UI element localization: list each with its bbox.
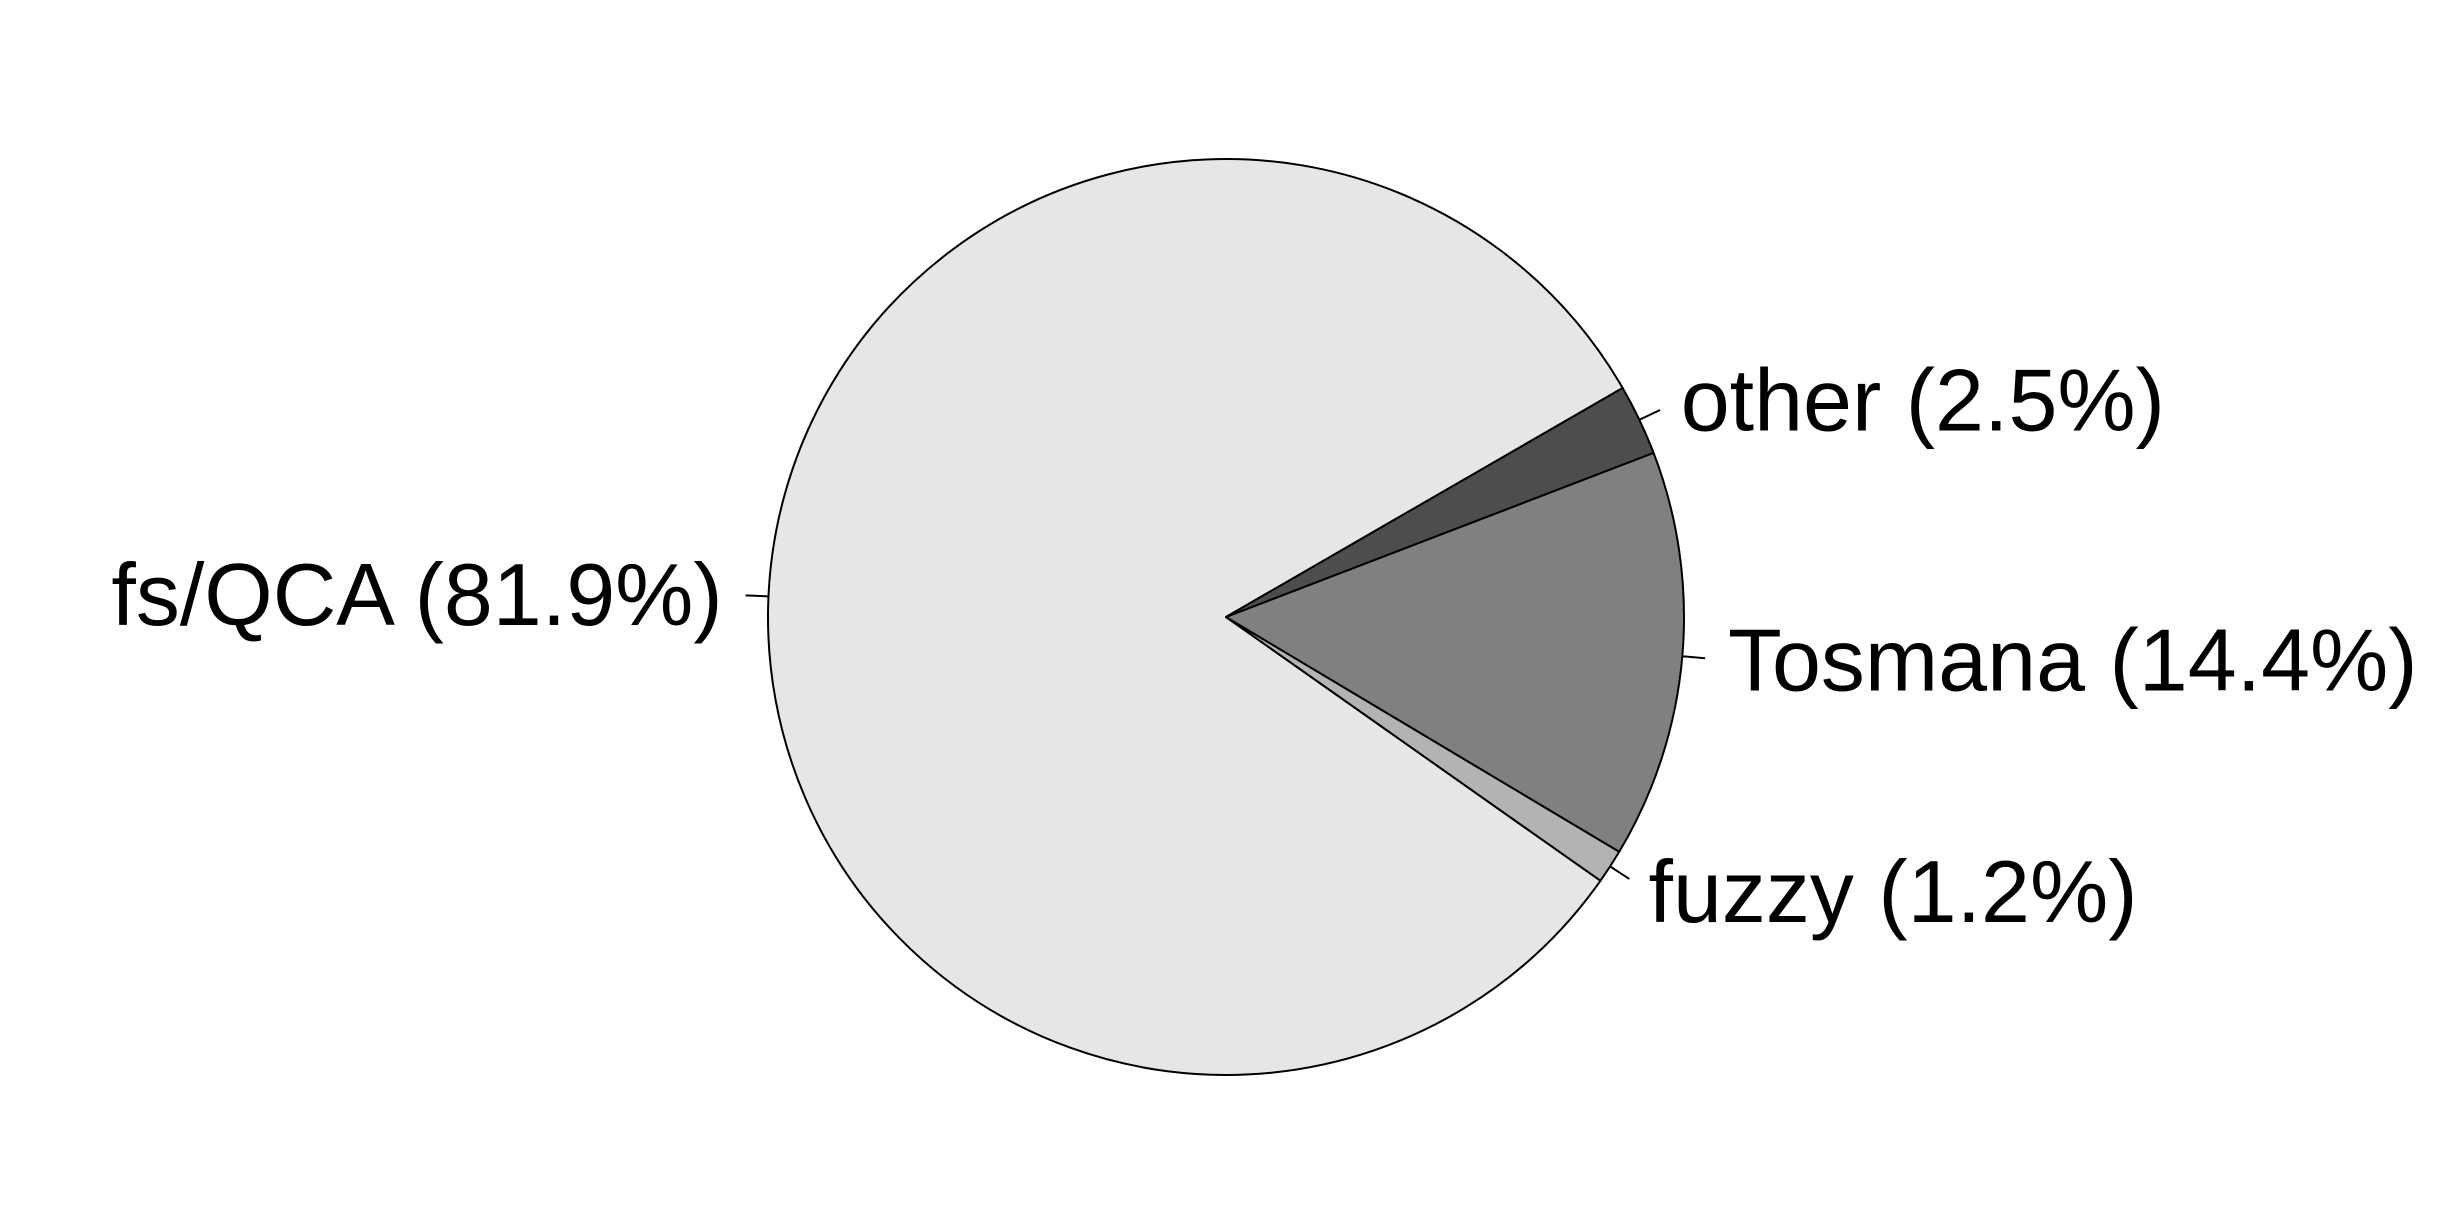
- slice-labels: fs/QCA (81.9%) fuzzy (1.2%) Tosmana (14.4%…: [111, 351, 2417, 941]
- pie-slice-other: [1225, 387, 1655, 618]
- pie-slices: [767, 158, 1685, 1076]
- slice-label-fuzzy: fuzzy (1.2%): [1649, 842, 2138, 941]
- slice-label-tosmana: Tosmana (14.4%): [1728, 611, 2418, 710]
- leader-line-fs-qca: [745, 594, 769, 598]
- label-leader-lines: [745, 409, 1706, 880]
- slice-label-other: other (2.5%): [1681, 351, 2165, 450]
- slice-label-fs-qca: fs/QCA (81.9%): [111, 545, 722, 644]
- leader-line-other: [1638, 409, 1661, 421]
- pie-slice-fs-qca: [767, 158, 1624, 1076]
- leader-line-tosmana: [1682, 655, 1706, 660]
- leader-line-fuzzy: [1609, 865, 1630, 880]
